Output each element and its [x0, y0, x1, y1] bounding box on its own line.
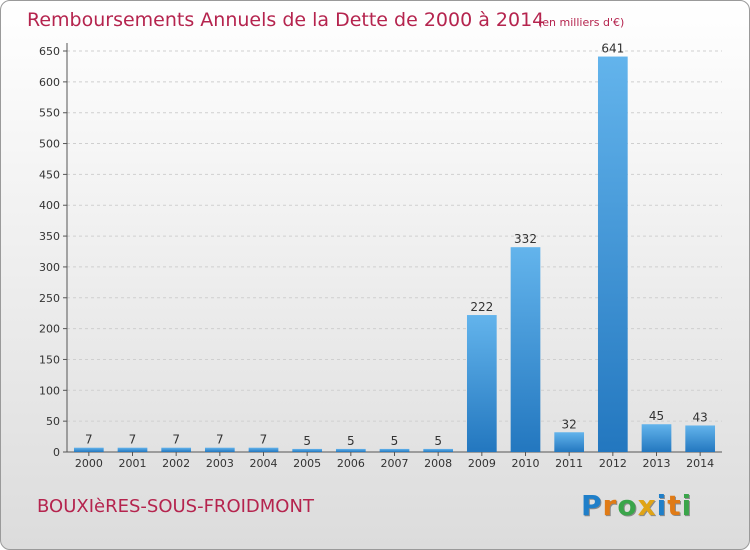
x-tick-label-2002: 2002 — [162, 457, 190, 470]
x-tick-label-2008: 2008 — [424, 457, 452, 470]
x-tick-label-2010: 2010 — [512, 457, 540, 470]
data-label-2009: 222 — [470, 300, 493, 314]
y-tick-labels: 0 50 100 150 200 250 300 350 400 450 500 550 600 650 — [39, 45, 60, 459]
y-tick-label: 250 — [39, 292, 60, 305]
data-label-2008: 5 — [434, 434, 442, 448]
bar-2004 — [248, 447, 279, 452]
bar-2010 — [510, 247, 541, 452]
bar-2008 — [423, 448, 454, 452]
bar-2014 — [685, 425, 716, 452]
y-tick-label: 0 — [53, 446, 60, 459]
logo-letter: x — [637, 489, 657, 522]
commune-name: BOUXIèRES-SOUS-FROIDMONT — [37, 496, 314, 517]
data-label-2010: 332 — [514, 232, 537, 246]
x-tick-labels: 2000 2001 2002 2003 2004 2005 2006 2007 2008 2009… — [75, 452, 714, 470]
bars — [73, 56, 716, 452]
x-tick-label-2001: 2001 — [119, 457, 147, 470]
bar-2011 — [554, 432, 585, 452]
proxiti-logo: Proxiti — [581, 489, 692, 522]
x-tick-label-2014: 2014 — [686, 457, 714, 470]
data-label-2014: 43 — [693, 410, 708, 424]
data-label-2006: 5 — [347, 434, 355, 448]
x-tick-label-2011: 2011 — [555, 457, 583, 470]
data-labels: 7 7 7 7 7 5 5 5 5 222 332 32 641 45 43 — [85, 42, 708, 448]
bar-2001 — [117, 447, 148, 452]
data-label-2004: 7 — [260, 433, 268, 447]
logo-letter: i — [656, 489, 668, 522]
y-tick-label: 300 — [39, 261, 60, 274]
y-tick-label: 600 — [39, 76, 60, 89]
bar-2000 — [73, 447, 104, 452]
x-tick-label-2000: 2000 — [75, 457, 103, 470]
x-tick-label-2005: 2005 — [293, 457, 321, 470]
logo-letter: i — [681, 489, 693, 522]
x-tick-label-2007: 2007 — [381, 457, 409, 470]
bar-2009 — [466, 315, 497, 452]
bar-2003 — [204, 447, 235, 452]
bar-2013 — [641, 424, 672, 452]
data-label-2013: 45 — [649, 409, 664, 423]
bar-2007 — [379, 448, 410, 452]
y-tick-label: 400 — [39, 199, 60, 212]
y-tick-label: 550 — [39, 107, 60, 120]
y-tick-label: 650 — [39, 45, 60, 58]
y-tick-label: 500 — [39, 138, 60, 151]
data-label-2005: 5 — [303, 434, 311, 448]
gridlines — [63, 50, 722, 453]
x-tick-label-2012: 2012 — [599, 457, 627, 470]
logo-letter: t — [667, 489, 682, 522]
x-tick-label-2006: 2006 — [337, 457, 365, 470]
x-tick-label-2004: 2004 — [250, 457, 278, 470]
x-tick-label-2009: 2009 — [468, 457, 496, 470]
y-tick-label: 50 — [46, 415, 60, 428]
data-label-2003: 7 — [216, 433, 224, 447]
data-label-2001: 7 — [129, 433, 137, 447]
x-tick-label-2003: 2003 — [206, 457, 234, 470]
logo-letter: r — [602, 489, 618, 522]
logo-letter: P — [581, 489, 603, 522]
data-label-2007: 5 — [391, 434, 399, 448]
y-tick-label: 150 — [39, 353, 60, 366]
y-tick-label: 350 — [39, 230, 60, 243]
chart-title: Remboursements Annuels de la Dette de 20… — [27, 9, 545, 31]
bar-2002 — [161, 447, 192, 452]
y-tick-label: 100 — [39, 384, 60, 397]
x-tick-label-2013: 2013 — [643, 457, 671, 470]
bar-2006 — [335, 448, 366, 452]
data-label-2002: 7 — [172, 433, 180, 447]
bar-2012 — [597, 56, 628, 452]
unit-note: (en milliers d'€) — [538, 16, 625, 29]
y-tick-label: 200 — [39, 323, 60, 336]
data-label-2011: 32 — [562, 417, 577, 431]
data-label-2012: 641 — [601, 42, 624, 56]
bar-2005 — [292, 448, 323, 452]
y-tick-label: 450 — [39, 168, 60, 181]
logo-letter: o — [617, 489, 638, 522]
data-label-2000: 7 — [85, 433, 93, 447]
